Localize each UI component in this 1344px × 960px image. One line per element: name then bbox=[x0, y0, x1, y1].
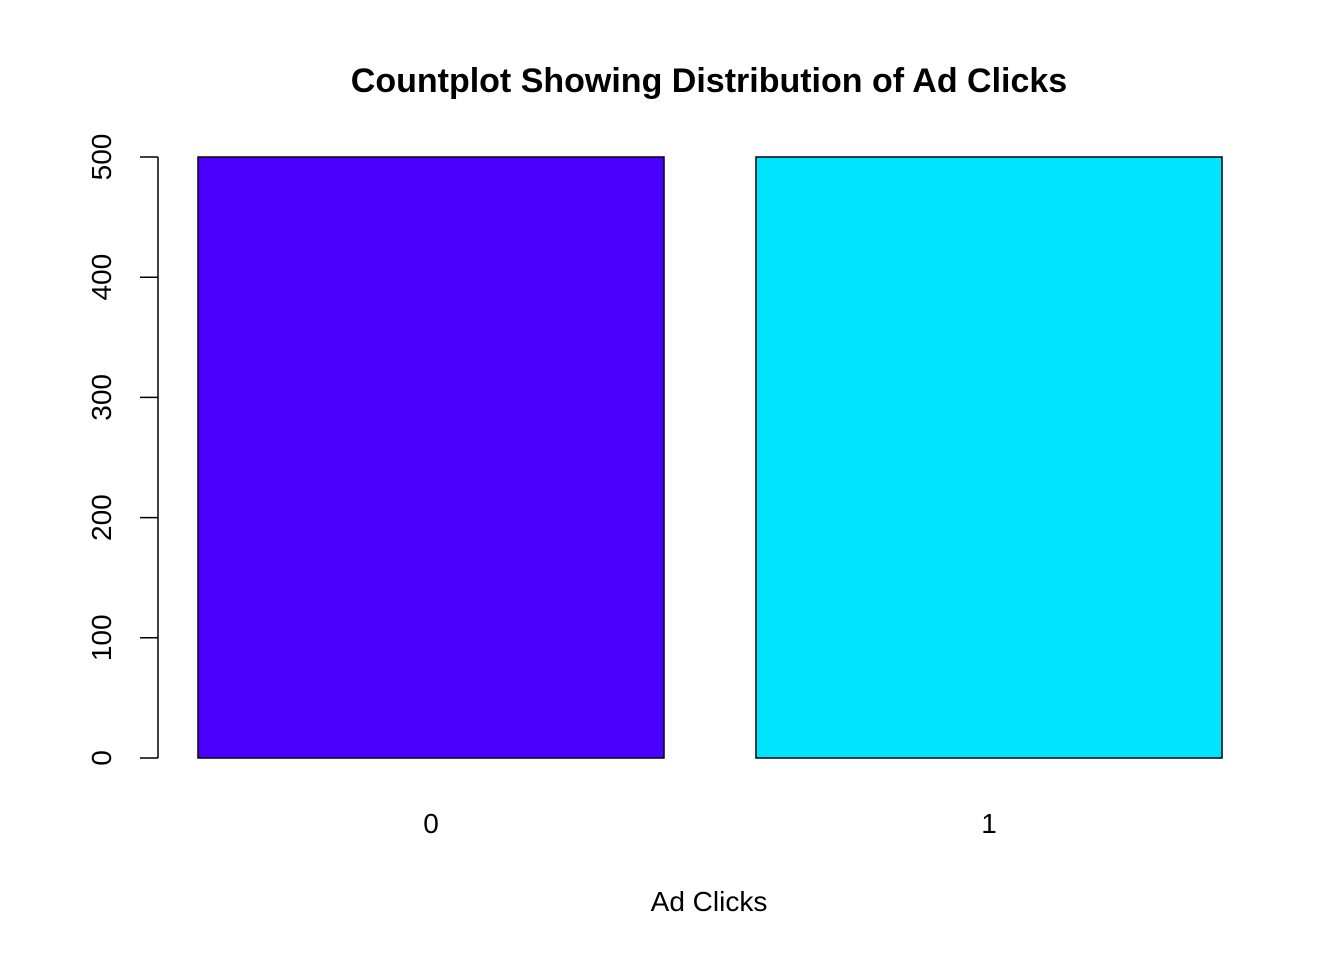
y-axis: 0 100 200 300 400 500 bbox=[86, 134, 159, 766]
x-axis-label: Ad Clicks bbox=[651, 886, 768, 917]
bar-1 bbox=[755, 156, 1223, 759]
y-tick-label: 0 bbox=[86, 750, 117, 766]
chart-title: Countplot Showing Distribution of Ad Cli… bbox=[351, 62, 1067, 100]
y-tick-label: 200 bbox=[86, 494, 117, 541]
y-tick-label: 500 bbox=[86, 134, 117, 181]
y-tick-label: 300 bbox=[86, 374, 117, 421]
y-tick-label: 400 bbox=[86, 254, 117, 301]
bar-0 bbox=[197, 156, 665, 759]
y-tick-label: 100 bbox=[86, 614, 117, 661]
bars bbox=[197, 156, 1223, 759]
x-tick-label: 1 bbox=[981, 808, 997, 839]
x-tick-label: 0 bbox=[423, 808, 439, 839]
